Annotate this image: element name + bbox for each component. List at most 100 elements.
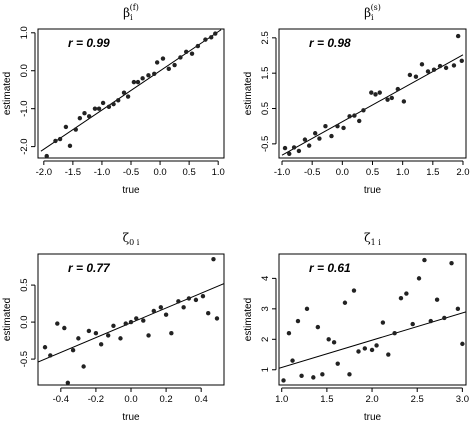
data-point: [404, 291, 409, 296]
x-tick-label: 3.0: [456, 394, 469, 405]
x-tick-label: 2.5: [411, 394, 424, 405]
data-point: [176, 299, 181, 304]
x-tick-label: 0.5: [366, 167, 379, 178]
data-point: [287, 151, 292, 156]
data-point: [428, 318, 433, 324]
data-point: [152, 71, 157, 76]
data-point: [189, 51, 195, 56]
data-point: [449, 260, 454, 266]
data-point: [211, 256, 216, 262]
x-tick-label: -0.2: [88, 394, 104, 405]
y-axis: 1 2 3 4 estimated: [243, 276, 277, 372]
panel-4: 1.0 1.5 2.0 2.5 3.0 true 1 2 3 4 estimated ζ1 i r = …: [243, 231, 469, 423]
x-tick-label: 0.4: [195, 394, 208, 405]
panel-title: βi(f): [123, 3, 139, 22]
data-point: [195, 43, 201, 49]
y-axis-title: estimated: [2, 72, 13, 115]
data-point: [128, 319, 134, 325]
y-axis: -2.0 -1.0 0.0 1.0 estimated: [2, 26, 36, 155]
x-axis-title: true: [122, 412, 140, 423]
data-point: [213, 31, 218, 36]
data-point: [302, 137, 308, 142]
x-tick-label: 0.0: [153, 167, 166, 178]
data-point: [460, 341, 465, 347]
data-point: [422, 257, 427, 263]
data-point: [160, 56, 166, 61]
x-tick-label: -0.4: [53, 394, 69, 405]
data-point: [203, 37, 208, 42]
data-point: [395, 86, 401, 92]
data-points: [42, 256, 220, 385]
x-axis: -0.4 -0.2 0.0 0.2 0.4 true: [53, 387, 208, 423]
data-point: [181, 305, 186, 310]
data-point: [323, 123, 328, 129]
data-point: [416, 276, 422, 281]
data-point: [184, 49, 189, 54]
data-point: [116, 98, 121, 103]
y-axis-title: estimated: [243, 72, 254, 115]
y-tick-label: 0.5: [260, 102, 271, 115]
data-point: [44, 153, 49, 159]
correlation-label: r = 0.61: [309, 261, 351, 275]
x-tick-label: 1.5: [320, 394, 333, 405]
data-point: [63, 124, 69, 130]
data-point: [385, 97, 390, 102]
data-point: [369, 347, 375, 353]
data-points: [281, 257, 465, 383]
x-axis: 1.0 1.5 2.0 2.5 3.0 true: [275, 387, 469, 423]
data-point: [131, 79, 137, 85]
data-point: [166, 66, 171, 72]
data-point: [98, 342, 104, 347]
plot-frame: [278, 28, 467, 159]
data-point: [443, 65, 449, 71]
data-point: [193, 297, 199, 303]
x-tick-label: -1.0: [274, 167, 290, 178]
panel-title: ζ0 i: [123, 231, 140, 247]
data-point: [357, 118, 362, 124]
data-point: [431, 67, 437, 72]
regression-line: [279, 311, 466, 369]
data-point: [48, 353, 53, 358]
data-point: [163, 312, 169, 317]
x-tick-label: 0.0: [124, 394, 137, 405]
data-point: [410, 321, 415, 327]
data-point: [178, 55, 183, 60]
data-point: [347, 372, 352, 377]
data-point: [111, 101, 116, 107]
x-tick-label: -2.0: [36, 167, 52, 178]
x-tick-label: 0.0: [336, 167, 349, 178]
x-tick-label: -1.0: [94, 167, 110, 178]
data-point: [65, 380, 71, 385]
data-point: [86, 328, 92, 334]
data-point: [413, 74, 419, 79]
data-point: [312, 131, 318, 136]
data-point: [282, 145, 288, 151]
x-axis-title: true: [364, 185, 382, 196]
data-point: [342, 300, 348, 305]
data-point: [306, 143, 312, 148]
data-point: [140, 76, 145, 81]
x-tick-label: 2.0: [456, 167, 469, 178]
panel-title: βi(s): [364, 3, 381, 22]
x-tick-label: 1.0: [396, 167, 409, 178]
panel-1: -2.0 -1.5 -1.0 -0.5 0.0 0.5 1.0 true -2.0 -1.0 0.0…: [2, 3, 225, 196]
data-point: [62, 325, 67, 331]
correlation-label: r = 0.99: [68, 36, 110, 50]
data-point: [351, 288, 357, 293]
data-point: [67, 143, 73, 149]
y-tick-label: 3: [260, 306, 271, 311]
y-tick-label: -1.0: [19, 100, 30, 116]
y-tick-label: 1: [260, 367, 271, 372]
data-points: [44, 31, 218, 159]
data-point: [77, 115, 83, 121]
data-point: [425, 69, 431, 74]
data-point: [347, 114, 352, 119]
y-axis: -0.5 0.0 0.5 estimated: [2, 278, 36, 367]
data-point: [206, 311, 211, 316]
y-tick-label: 0.0: [19, 64, 30, 77]
x-tick-label: 1.0: [212, 167, 225, 178]
data-point: [55, 321, 60, 326]
data-point: [296, 148, 302, 154]
x-tick-label: -0.5: [123, 167, 139, 178]
data-point: [311, 375, 316, 380]
